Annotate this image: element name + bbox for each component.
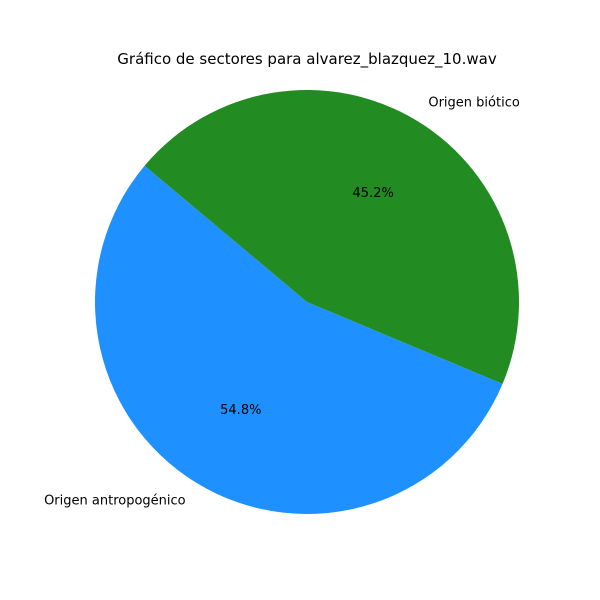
slices-layer xyxy=(94,90,519,515)
pie-slice-origen-antropogenico xyxy=(94,165,503,515)
pie-slice-origen-biotico xyxy=(144,90,519,384)
labels-layer: Origen antropogénico 54.8% Origen biótico 4… xyxy=(44,95,520,508)
slice-label-origen-biotico: Origen biótico xyxy=(428,95,519,110)
slice-percent-origen-biotico: 45.2% xyxy=(353,186,394,201)
slice-label-origen-antropogenico: Origen antropogénico xyxy=(44,494,186,509)
chart-title: Gráfico de sectores para alvarez_blazque… xyxy=(117,50,497,69)
slice-percent-origen-antropogenico: 54.8% xyxy=(220,403,261,418)
